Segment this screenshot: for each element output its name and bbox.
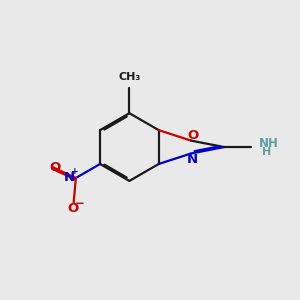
Text: CH₃: CH₃: [118, 72, 140, 82]
Text: +: +: [70, 167, 78, 176]
Text: H: H: [262, 147, 272, 158]
Text: −: −: [75, 197, 85, 210]
Text: O: O: [49, 161, 60, 174]
Text: O: O: [188, 129, 199, 142]
Text: O: O: [68, 202, 79, 215]
Text: NH: NH: [259, 137, 279, 150]
Text: N: N: [187, 153, 198, 166]
Text: N: N: [64, 171, 75, 184]
